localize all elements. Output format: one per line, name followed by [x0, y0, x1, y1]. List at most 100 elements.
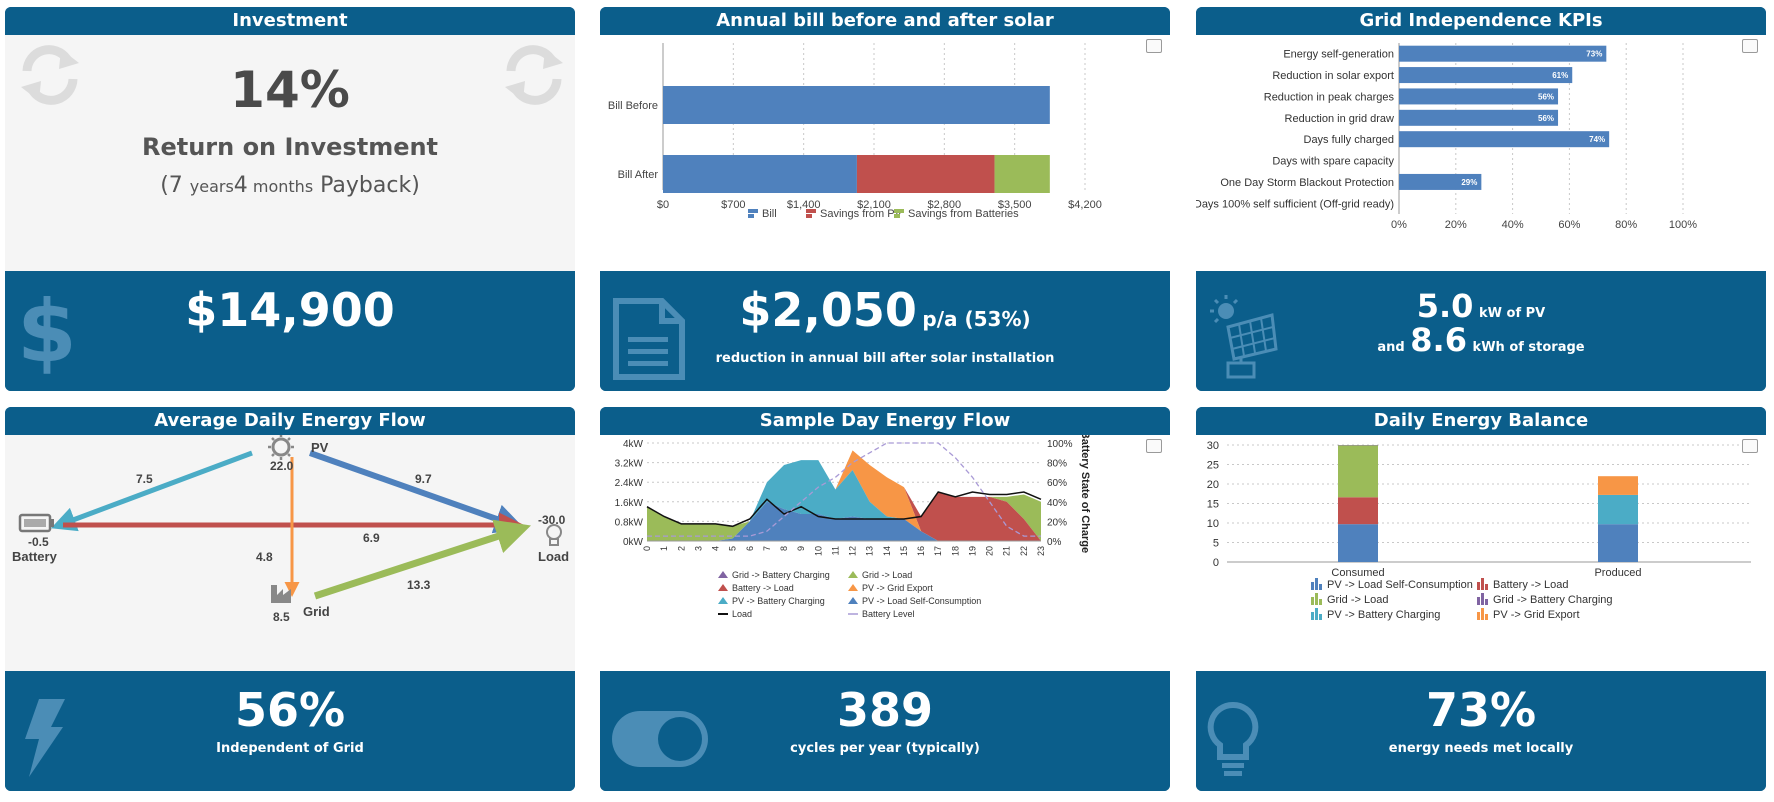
flow-value-pv-battery: 7.5 — [136, 472, 153, 486]
y-tick-label: 30 — [1207, 440, 1219, 452]
legend-swatch — [718, 584, 728, 591]
chart-download-icon[interactable] — [1146, 439, 1162, 453]
kpi-data-label: 74% — [1589, 135, 1605, 144]
y-tick-label: 20 — [1207, 479, 1219, 491]
toggle-icon — [612, 711, 708, 767]
y-right-tick-label: 40% — [1047, 498, 1067, 509]
kpi-bar — [1399, 173, 1482, 190]
legend-swatch — [806, 209, 816, 213]
legend-swatch — [1485, 584, 1488, 590]
column-pv-grid-export — [1598, 476, 1638, 495]
legend-swatch — [1315, 593, 1318, 605]
legend-swatch — [1477, 612, 1480, 620]
x-tick-label: 0% — [1391, 219, 1407, 231]
x-tick-label: 40% — [1502, 219, 1524, 231]
y-tick-label: 1.6kW — [615, 498, 644, 509]
x-tick-label: 4 — [711, 546, 721, 551]
savings-line: $2,050 p/a (53%) — [600, 283, 1170, 337]
chart-download-icon[interactable] — [1742, 39, 1758, 53]
bar-savings-from-pv — [856, 155, 995, 193]
annual-bill-panel: Annual bill before and after solar $0 $70… — [600, 7, 1170, 391]
legend-label: Savings from PV — [820, 208, 903, 220]
battery-icon — [18, 513, 54, 533]
lightbulb-icon — [546, 524, 562, 546]
y-tick-label: 2.4kW — [615, 478, 644, 489]
x-tick-label: Produced — [1594, 567, 1641, 579]
investment-body: 14% Return on Investment (7 years4 month… — [5, 35, 575, 271]
payback-text: (7 years4 months Payback) — [5, 173, 575, 198]
y-right-tick-label: 60% — [1047, 478, 1067, 489]
savings-value: $2,050 — [739, 283, 917, 337]
sample-day-chart-area: 0kW 0% 0.8kW 20% 1.6kW 40% 2.4kW 60% 3.2kW 80% 4kW… — [600, 431, 1170, 671]
x-tick-label: $4,200 — [1068, 199, 1102, 211]
legend-swatch — [894, 214, 900, 218]
legend-label: PV -> Battery Charging — [732, 596, 825, 606]
battery-value: -0.5 — [28, 535, 49, 549]
payback-open: (7 — [160, 173, 190, 198]
balance-title: Daily Energy Balance — [1196, 407, 1766, 435]
y-right-tick-label: 80% — [1047, 459, 1067, 470]
legend-label: Grid -> Load — [1327, 594, 1388, 606]
legend-swatch — [1311, 612, 1314, 620]
flow-value-pv-load: 9.7 — [415, 472, 432, 486]
local-value: 73% — [1425, 683, 1537, 737]
sample-day-title: Sample Day Energy Flow — [600, 407, 1170, 435]
legend-swatch — [718, 571, 728, 578]
area-battery-load — [647, 450, 1041, 541]
flow-arrow-pv-load — [309, 450, 525, 534]
legend-swatch — [806, 214, 812, 218]
pv-size-value: 5.0 — [1416, 287, 1474, 325]
battery-label: Battery — [12, 549, 58, 564]
x-tick-label: 18 — [950, 546, 960, 556]
factory-icon — [271, 585, 291, 603]
x-tick-label: 16 — [916, 546, 926, 556]
investment-cost: $14,900 — [185, 283, 395, 337]
annual-bill-chart-area: $0 $700 $1,400 $2,100 $2,800 $3,500 $4,200 Bill… — [600, 35, 1170, 271]
x-tick-label: 15 — [899, 546, 909, 556]
legend-swatch — [1319, 614, 1322, 620]
x-tick-label: 20% — [1445, 219, 1467, 231]
legend-swatch — [1477, 597, 1480, 605]
savings-description: reduction in annual bill after solar ins… — [715, 351, 1055, 366]
x-tick-label: Consumed — [1331, 567, 1384, 579]
x-tick-label: 10 — [813, 546, 823, 556]
sample-day-footer: 389 cycles per year (typically) — [600, 671, 1170, 791]
legend-swatch — [848, 597, 858, 604]
x-tick-label: 100% — [1669, 219, 1697, 231]
grid-value: 8.5 — [273, 610, 290, 624]
bar-bill — [663, 155, 857, 193]
legend-label: PV -> Grid Export — [1493, 609, 1580, 621]
x-tick-label: $700 — [721, 199, 745, 211]
chart-download-icon[interactable] — [1742, 439, 1758, 453]
solar-panel-icon — [1210, 295, 1278, 379]
legend-swatch — [1481, 578, 1484, 590]
legend-label: Savings from Batteries — [908, 208, 1019, 220]
kpi-bar — [1399, 131, 1610, 148]
storage-value: 8.6 — [1410, 321, 1467, 359]
storage-line: and 8.6 kWh of storage — [1196, 321, 1766, 359]
y-right-tick-label: 20% — [1047, 517, 1067, 528]
kpi-label: Days 100% self sufficient (Off-grid read… — [1196, 198, 1394, 210]
x-tick-label: 19 — [967, 546, 977, 556]
x-tick-label: $0 — [657, 199, 669, 211]
legend-swatch — [748, 214, 754, 218]
x-tick-label: $2,800 — [928, 199, 962, 211]
column-pv-battery-charging — [1598, 494, 1638, 525]
y-tick-label: 25 — [1207, 460, 1219, 472]
y-tick-label: 0kW — [623, 537, 644, 548]
grid-label: Grid — [303, 604, 330, 619]
pv-label: PV — [311, 440, 329, 455]
area-grid-load — [647, 450, 1041, 541]
document-icon — [613, 298, 685, 380]
months-word: months — [247, 177, 314, 196]
investment-title: Investment — [5, 7, 575, 35]
energy-flow-footer: 56% Independent of Grid — [5, 671, 575, 791]
x-tick-label: 22 — [1019, 546, 1029, 556]
legend-swatch — [848, 571, 858, 578]
kpi-panel: Grid Independence KPIs 0% 20% 40% 60% 80% 100… — [1196, 7, 1766, 391]
legend-label: Grid -> Battery Charging — [732, 570, 830, 580]
chart-download-icon[interactable] — [1146, 39, 1162, 53]
legend-swatch — [848, 584, 858, 591]
x-tick-label: 20 — [985, 546, 995, 556]
x-tick-label: 14 — [882, 546, 892, 556]
